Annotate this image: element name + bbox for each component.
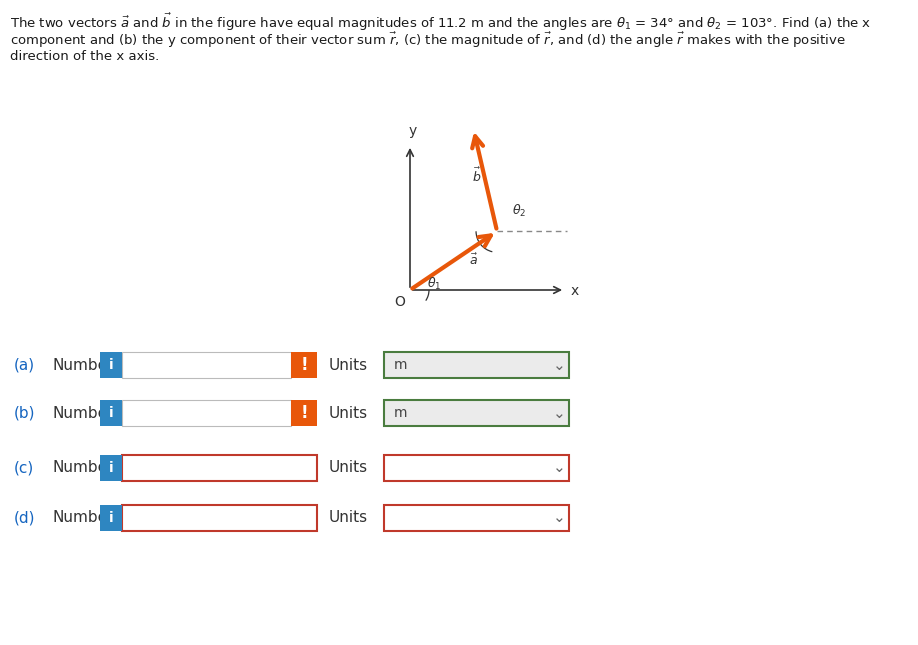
- Text: ⌄: ⌄: [553, 510, 565, 526]
- Text: m: m: [394, 358, 408, 372]
- Bar: [100, 400, 122, 426]
- Bar: [122, 455, 317, 481]
- Bar: [100, 505, 122, 531]
- Bar: [291, 352, 317, 378]
- Bar: [100, 455, 122, 481]
- Bar: [122, 352, 291, 378]
- Bar: [122, 400, 291, 426]
- Text: Number: Number: [52, 510, 114, 526]
- Text: Units: Units: [329, 461, 368, 475]
- Text: y: y: [409, 124, 417, 138]
- Text: ⌄: ⌄: [553, 406, 565, 421]
- Text: (c): (c): [14, 461, 34, 475]
- Text: $\vec{a}$: $\vec{a}$: [469, 253, 478, 268]
- Bar: [384, 352, 569, 378]
- Text: Number: Number: [52, 406, 114, 421]
- Text: Units: Units: [329, 510, 368, 526]
- Text: Units: Units: [329, 406, 368, 421]
- Text: i: i: [108, 406, 113, 420]
- Bar: [384, 400, 569, 426]
- Bar: [384, 455, 569, 481]
- Text: ⌄: ⌄: [553, 357, 565, 373]
- Text: direction of the x axis.: direction of the x axis.: [10, 50, 159, 63]
- Bar: [384, 505, 569, 531]
- Bar: [100, 352, 122, 378]
- Text: (b): (b): [14, 406, 36, 421]
- Text: i: i: [108, 358, 113, 372]
- Text: m: m: [394, 406, 408, 420]
- Text: !: !: [300, 356, 308, 374]
- Text: (d): (d): [14, 510, 36, 526]
- Text: Units: Units: [329, 357, 368, 373]
- Bar: [291, 400, 317, 426]
- Bar: [122, 505, 317, 531]
- Text: $\vec{b}$: $\vec{b}$: [473, 167, 482, 185]
- Text: O: O: [395, 295, 406, 309]
- Text: The two vectors $\vec{a}$ and $\vec{b}$ in the figure have equal magnitudes of 1: The two vectors $\vec{a}$ and $\vec{b}$ …: [10, 12, 871, 34]
- Text: (a): (a): [14, 357, 35, 373]
- Text: Number: Number: [52, 461, 114, 475]
- Text: i: i: [108, 511, 113, 525]
- Text: !: !: [300, 404, 308, 422]
- Text: Number: Number: [52, 357, 114, 373]
- Text: $\theta_2$: $\theta_2$: [512, 203, 526, 219]
- Text: i: i: [108, 461, 113, 475]
- Text: ⌄: ⌄: [553, 461, 565, 475]
- Text: component and (b) the y component of their vector sum $\vec{r}$, (c) the magnitu: component and (b) the y component of the…: [10, 31, 845, 50]
- Text: x: x: [571, 284, 579, 298]
- Text: $\theta_1$: $\theta_1$: [427, 276, 442, 292]
